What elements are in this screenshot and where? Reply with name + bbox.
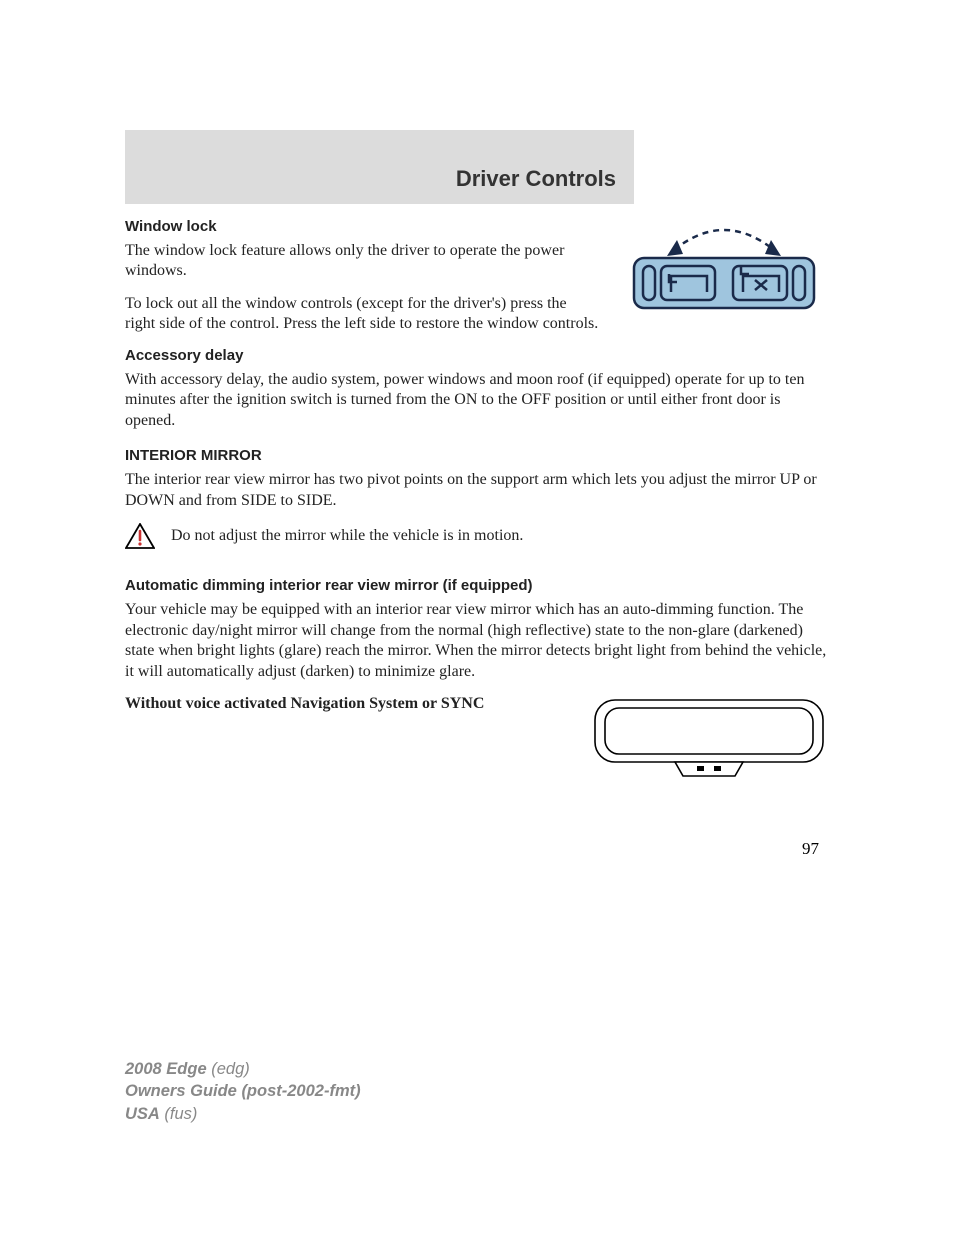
footer-line3: USA (fus): [125, 1103, 361, 1125]
warning-callout: Do not adjust the mirror while the vehic…: [125, 523, 829, 549]
header-bar: Driver Controls: [125, 130, 634, 204]
window-lock-text: Window lock The window lock feature allo…: [125, 218, 599, 347]
auto-dimming-para1: Your vehicle may be equipped with an int…: [125, 600, 829, 682]
page-content: Window lock The window lock feature allo…: [125, 130, 829, 859]
footer-line3-bold: USA: [125, 1105, 160, 1123]
interior-mirror-heading: INTERIOR MIRROR: [125, 447, 829, 464]
window-lock-diagram: [619, 218, 829, 318]
document-page: Driver Controls Window lock The window l…: [0, 0, 954, 1235]
page-title: Driver Controls: [456, 166, 616, 192]
window-lock-section: Window lock The window lock feature allo…: [125, 218, 829, 347]
warning-text: Do not adjust the mirror while the vehic…: [171, 526, 523, 546]
footer-line1-italic: (edg): [207, 1060, 250, 1078]
window-lock-heading: Window lock: [125, 218, 599, 235]
auto-dimming-sub-bold: Without voice activated Navigation Syste…: [125, 694, 569, 714]
window-lock-para1: The window lock feature allows only the …: [125, 241, 599, 282]
window-lock-para2: To lock out all the window controls (exc…: [125, 294, 599, 335]
window-lock-diagram-wrap: [619, 218, 829, 323]
footer: 2008 Edge (edg) Owners Guide (post-2002-…: [125, 1058, 361, 1125]
accessory-delay-para1: With accessory delay, the audio system, …: [125, 370, 829, 431]
auto-dimming-sub: Without voice activated Navigation Syste…: [125, 694, 829, 789]
auto-dimming-heading: Automatic dimming interior rear view mir…: [125, 577, 829, 594]
warning-icon: [125, 523, 155, 549]
interior-mirror-para1: The interior rear view mirror has two pi…: [125, 470, 829, 511]
mirror-diagram-wrap: [589, 694, 829, 789]
footer-line2: Owners Guide (post-2002-fmt): [125, 1080, 361, 1102]
footer-line1: 2008 Edge (edg): [125, 1058, 361, 1080]
footer-line3-italic: (fus): [160, 1105, 198, 1123]
auto-dimming-sub-text: Without voice activated Navigation Syste…: [125, 694, 569, 714]
mirror-diagram: [589, 694, 829, 784]
footer-line1-bold: 2008 Edge: [125, 1060, 207, 1078]
page-number: 97: [125, 839, 829, 859]
accessory-delay-heading: Accessory delay: [125, 347, 829, 364]
